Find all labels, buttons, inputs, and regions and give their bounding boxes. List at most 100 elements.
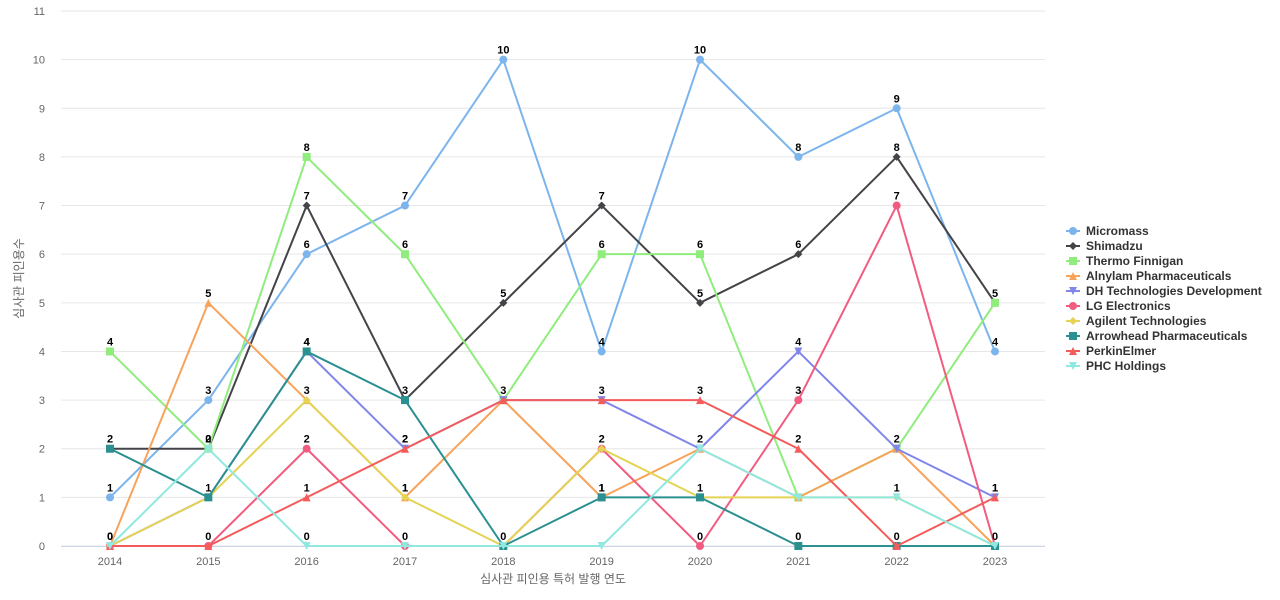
data-point <box>106 542 114 550</box>
data-label: 2 <box>304 434 310 446</box>
legend-symbol <box>1069 242 1077 250</box>
data-label: 0 <box>894 531 900 543</box>
x-tick-label: 2020 <box>688 556 712 568</box>
x-tick-label: 2018 <box>491 556 515 568</box>
data-point <box>991 347 999 356</box>
y-tick-label: 1 <box>39 492 45 504</box>
data-label: 0 <box>304 531 310 543</box>
data-label: 1 <box>304 482 310 494</box>
data-label: 1 <box>402 482 408 494</box>
data-point <box>204 396 213 405</box>
data-point <box>204 298 213 307</box>
data-point <box>892 104 901 113</box>
data-label: 4 <box>599 336 606 348</box>
data-point <box>302 493 311 502</box>
legend-label: Arrowhead Pharmaceuticals <box>1086 329 1248 343</box>
data-label: 0 <box>402 531 408 543</box>
data-label: 0 <box>205 531 211 543</box>
legend-item-phc-holdings[interactable]: PHC Holdings <box>1066 359 1166 373</box>
grid-lines <box>61 10 1045 547</box>
y-axis-title: 심사관 피인용수 <box>12 238 26 319</box>
data-label: 6 <box>402 239 408 251</box>
data-point <box>892 201 901 210</box>
data-label: 2 <box>107 434 113 446</box>
data-point <box>401 396 409 405</box>
data-point <box>401 493 409 502</box>
data-label: 4 <box>304 336 311 348</box>
series-agilent-technologies <box>106 396 999 550</box>
legend-symbol <box>1069 347 1077 355</box>
legend-item-dh-technologies-development[interactable]: DH Technologies Development <box>1066 284 1262 298</box>
y-tick-label: 9 <box>39 103 45 115</box>
data-point <box>499 55 508 64</box>
data-point <box>302 444 311 453</box>
legend-item-arrowhead-pharmaceuticals[interactable]: Arrowhead Pharmaceuticals <box>1066 329 1248 343</box>
data-label: 7 <box>304 191 310 203</box>
data-point <box>696 444 704 453</box>
series-lines <box>106 55 999 550</box>
data-label: 10 <box>497 45 509 57</box>
data-label: 8 <box>894 142 900 154</box>
data-point <box>401 201 409 210</box>
legend-item-shimadzu[interactable]: Shimadzu <box>1066 239 1143 253</box>
data-point <box>892 493 901 502</box>
y-tick-label: 8 <box>39 152 45 164</box>
data-label: 1 <box>599 482 605 494</box>
data-label: 8 <box>795 142 801 154</box>
series-perkinelmer <box>106 396 999 550</box>
x-axis-ticks: 2014 2015 2016 2017 2018 2019 2020 2021 2022 2023 <box>98 556 1007 568</box>
legend-item-micromass[interactable]: Micromass <box>1066 224 1149 238</box>
legend-item-alnylam-pharmaceuticals[interactable]: Alnylam Pharmaceuticals <box>1066 269 1232 283</box>
x-tick-label: 2014 <box>98 556 122 568</box>
data-point <box>204 444 213 453</box>
series-phc-holdings <box>106 444 999 550</box>
y-tick-label: 6 <box>39 249 45 261</box>
data-label: 2 <box>697 434 703 446</box>
x-tick-label: 2022 <box>884 556 908 568</box>
data-point <box>597 250 606 259</box>
data-point <box>696 55 704 64</box>
y-tick-label: 4 <box>39 346 45 358</box>
data-point <box>106 444 114 453</box>
data-point <box>302 201 311 210</box>
series-line <box>109 399 996 547</box>
data-label: 0 <box>500 531 506 543</box>
data-label: 1 <box>992 482 998 494</box>
x-tick-label: 2023 <box>983 556 1007 568</box>
data-point <box>991 542 999 550</box>
data-point <box>696 493 704 502</box>
data-label: 4 <box>107 336 114 348</box>
y-tick-label: 2 <box>39 444 45 456</box>
legend-label: PerkinElmer <box>1086 344 1156 358</box>
series-line <box>109 447 996 547</box>
data-label: 4 <box>992 336 999 348</box>
data-label: 2 <box>599 434 605 446</box>
x-tick-label: 2019 <box>589 556 613 568</box>
data-point <box>597 444 606 453</box>
data-point <box>302 396 311 405</box>
legend-item-lg-electronics[interactable]: LG Electronics <box>1066 299 1171 313</box>
data-point <box>401 542 409 550</box>
data-point <box>597 347 606 356</box>
legend-label: Micromass <box>1086 224 1149 238</box>
legend-label: DH Technologies Development <box>1086 284 1262 298</box>
legend-label: Agilent Technologies <box>1086 314 1207 328</box>
data-label: 6 <box>599 239 605 251</box>
legend-symbol <box>1069 287 1077 295</box>
data-label: 5 <box>992 288 998 300</box>
data-label: 7 <box>894 191 900 203</box>
legend-item-thermo-finnigan[interactable]: Thermo Finnigan <box>1066 254 1183 268</box>
x-tick-label: 2021 <box>786 556 810 568</box>
series-micromass <box>106 55 999 502</box>
data-point <box>991 298 999 307</box>
legend-symbol <box>1069 227 1077 235</box>
data-label: 1 <box>992 482 998 494</box>
data-label: 0 <box>107 531 113 543</box>
data-point <box>302 542 311 550</box>
legend-item-perkinelmer[interactable]: PerkinElmer <box>1066 344 1156 358</box>
data-point <box>794 396 803 405</box>
legend-item-agilent-technologies[interactable]: Agilent Technologies <box>1066 314 1207 328</box>
